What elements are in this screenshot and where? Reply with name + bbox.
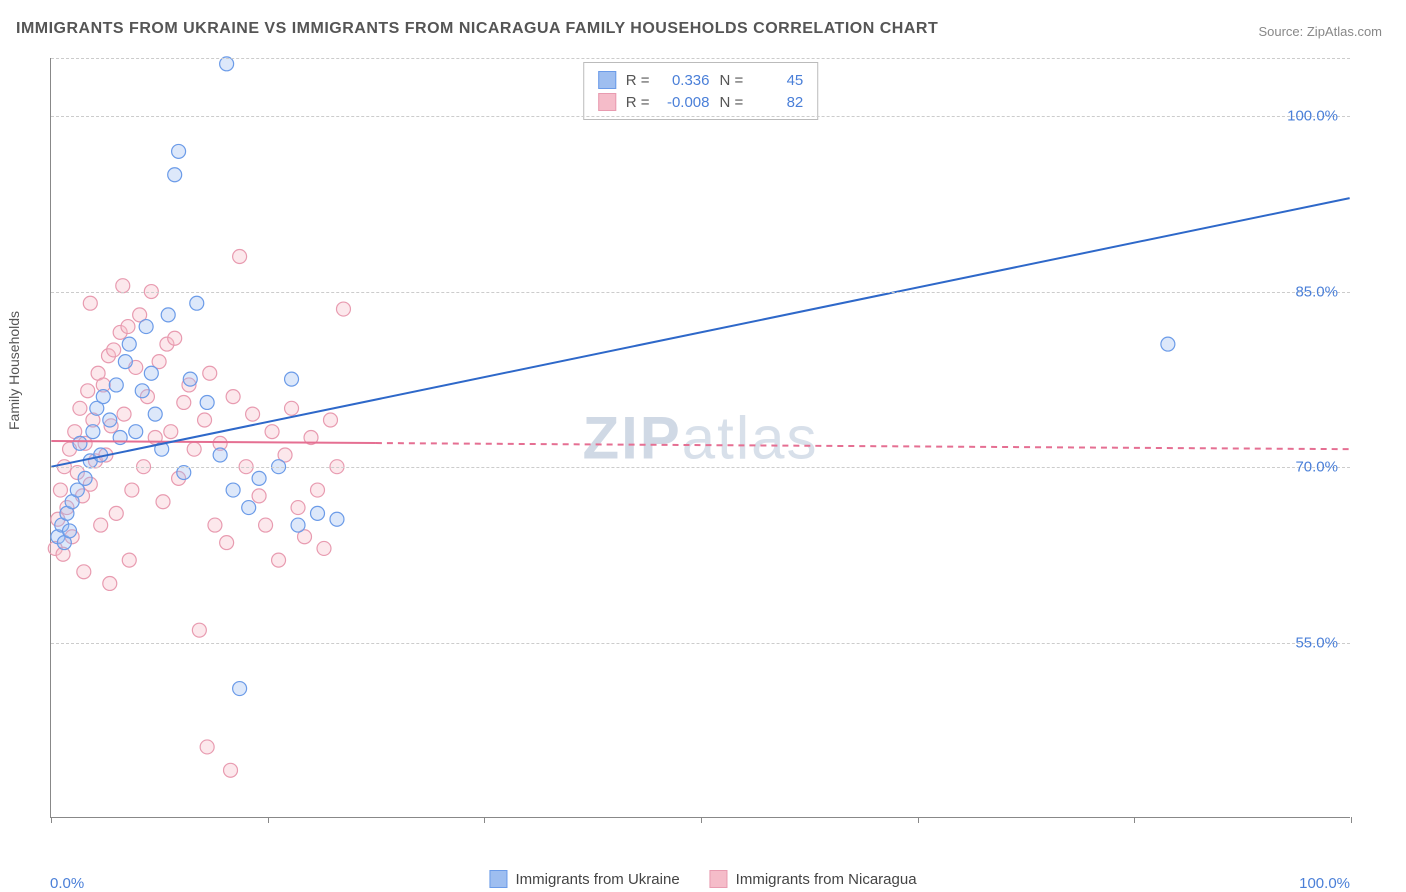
y-tick-label: 85.0%: [1295, 283, 1338, 300]
y-axis-label: Family Households: [6, 311, 22, 430]
x-axis-max: 100.0%: [1299, 875, 1350, 892]
legend-item-nicaragua: Immigrants from Nicaragua: [710, 870, 917, 888]
y-tick-label: 55.0%: [1295, 634, 1338, 651]
scatter-svg: [51, 58, 1350, 817]
swatch-nicaragua: [710, 870, 728, 888]
x-axis-min: 0.0%: [50, 875, 84, 892]
y-tick-label: 100.0%: [1287, 108, 1338, 125]
legend: Immigrants from Ukraine Immigrants from …: [489, 870, 916, 888]
swatch-ukraine: [489, 870, 507, 888]
chart-title: IMMIGRANTS FROM UKRAINE VS IMMIGRANTS FR…: [16, 20, 938, 38]
chart-plot-area: ZIPatlas R = 0.336 N = 45 R = -0.008 N =…: [50, 58, 1350, 818]
source-label: Source: ZipAtlas.com: [1258, 24, 1382, 39]
legend-item-ukraine: Immigrants from Ukraine: [489, 870, 679, 888]
y-tick-label: 70.0%: [1295, 459, 1338, 476]
